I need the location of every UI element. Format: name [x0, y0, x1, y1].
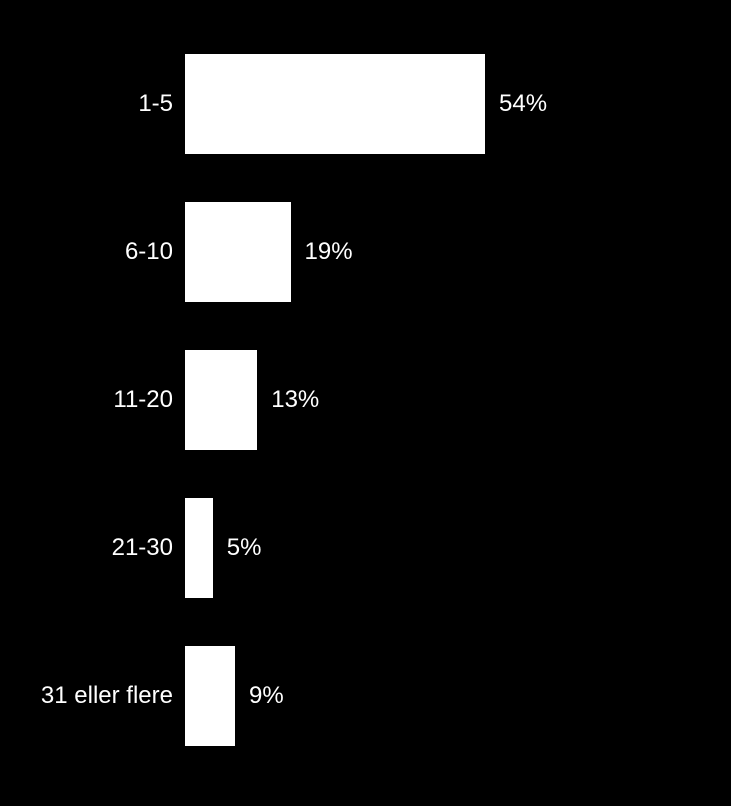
bar: [185, 498, 213, 598]
category-label: 11-20: [0, 386, 185, 414]
bar-row: 1-5 54%: [0, 54, 731, 154]
category-label: 31 eller flere: [0, 682, 185, 710]
bar: [185, 202, 291, 302]
bar-row: 6-10 19%: [0, 202, 731, 302]
bar: [185, 350, 257, 450]
bar-row: 21-30 5%: [0, 498, 731, 598]
value-label: 54%: [485, 90, 547, 118]
bar: [185, 646, 235, 746]
value-label: 19%: [291, 238, 353, 266]
category-label: 6-10: [0, 238, 185, 266]
category-label: 21-30: [0, 534, 185, 562]
value-label: 5%: [213, 534, 262, 562]
bar-row: 11-20 13%: [0, 350, 731, 450]
category-label: 1-5: [0, 90, 185, 118]
value-label: 13%: [257, 386, 319, 414]
bar-chart: 1-5 54% 6-10 19% 11-20 13% 21-30 5% 31 e…: [0, 0, 731, 806]
value-label: 9%: [235, 682, 284, 710]
bar-row: 31 eller flere 9%: [0, 646, 731, 746]
bar: [185, 54, 485, 154]
